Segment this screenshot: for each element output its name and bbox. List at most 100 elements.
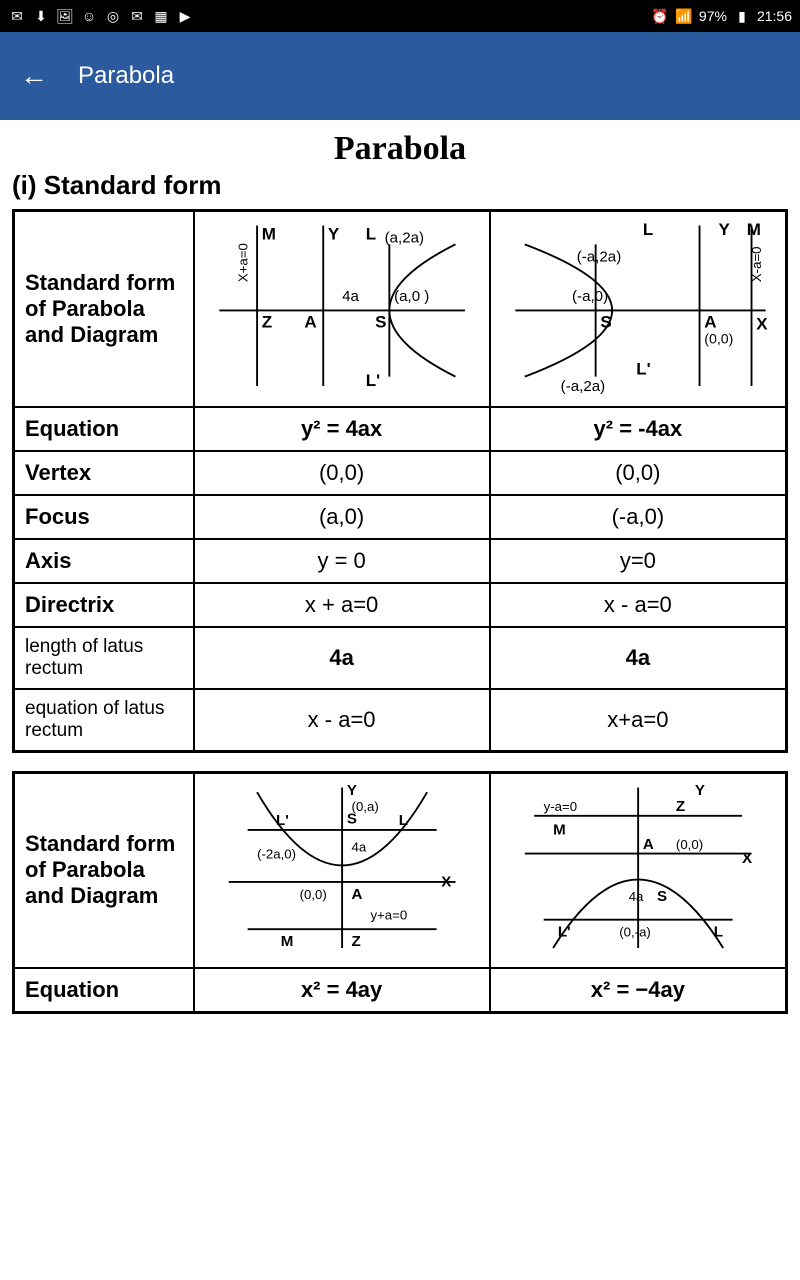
svg-text:M: M (747, 220, 761, 239)
cell2-eq2: x² = −4ay (490, 968, 787, 1013)
svg-text:L: L (643, 220, 653, 239)
android-status-bar: ✉ ⬇ 🖼 ☺ ◎ ✉ ▦ ▶ ⏰ 📶 97% ▮ 21:56 (0, 0, 800, 32)
row2-head-equation: Equation (14, 968, 194, 1013)
whatsapp-icon: ☺ (80, 7, 98, 25)
row-head-vertex: Vertex (14, 451, 194, 495)
svg-text:(a,2a): (a,2a) (384, 229, 423, 246)
svg-text:(-a,2a): (-a,2a) (560, 378, 605, 395)
svg-text:A: A (304, 312, 316, 331)
svg-text:Z: Z (676, 798, 685, 815)
apps-icon: ▦ (152, 7, 170, 25)
mail-icon: ✉ (8, 7, 26, 25)
svg-text:L: L (713, 923, 722, 940)
svg-text:y+a=0: y+a=0 (370, 907, 407, 922)
diagram-x2-4ay: Y (0,a) L' S L (-2a,0) 4a X (0,0) A y+a=… (194, 772, 490, 968)
cell2-eq1: x² = 4ay (194, 968, 490, 1013)
svg-text:y-a=0: y-a=0 (543, 799, 576, 814)
cell-eq1: y² = 4ax (194, 407, 490, 451)
svg-text:Y: Y (346, 782, 356, 799)
cell-latuseq1: x - a=0 (194, 689, 490, 752)
parabola-table-2: Standard form of Parabola and Diagram Y … (12, 771, 788, 1015)
svg-text:L': L' (636, 360, 650, 379)
cell-vertex2: (0,0) (490, 451, 787, 495)
cell-latuseq2: x+a=0 (490, 689, 787, 752)
svg-text:A: A (643, 835, 654, 852)
section-label: (i) Standard form (12, 170, 788, 201)
page-title: Parabola (12, 130, 788, 168)
row-head-latus-eq: equation of latus rectum (14, 689, 194, 752)
svg-text:S: S (375, 312, 386, 331)
app-bar: ← Parabola (0, 32, 800, 120)
status-icons-left: ✉ ⬇ 🖼 ☺ ◎ ✉ ▦ ▶ (8, 7, 194, 25)
svg-text:M: M (261, 225, 275, 244)
svg-text:4a: 4a (628, 888, 643, 903)
svg-text:S: S (657, 887, 667, 904)
svg-text:4a: 4a (351, 839, 366, 854)
svg-text:Z: Z (261, 312, 271, 331)
row2-head-diagram: Standard form of Parabola and Diagram (14, 772, 194, 968)
row-head-equation: Equation (14, 407, 194, 451)
svg-text:X: X (742, 850, 752, 867)
svg-text:L': L' (275, 812, 288, 829)
mail2-icon: ✉ (128, 7, 146, 25)
svg-text:L': L' (365, 371, 379, 390)
alarm-icon: ⏰ (651, 7, 669, 25)
image-icon: 🖼 (56, 7, 74, 25)
svg-text:(0,-a): (0,-a) (619, 924, 651, 939)
cell-directrix2: x - a=0 (490, 583, 787, 627)
svg-text:(a,0 ): (a,0 ) (394, 288, 429, 305)
diagram-y2-minus4ax: L Y M (-a,2a) (-a,0) S A X (0,0) (-a,2a)… (490, 211, 787, 407)
row-head-axis: Axis (14, 539, 194, 583)
row-head-diagram: Standard form of Parabola and Diagram (14, 211, 194, 407)
svg-text:L': L' (558, 923, 571, 940)
svg-text:Y: Y (327, 225, 339, 244)
svg-text:(0,0): (0,0) (676, 836, 703, 851)
cell-latuslen2: 4a (490, 627, 787, 689)
svg-text:L: L (365, 225, 375, 244)
cell-eq2: y² = -4ax (490, 407, 787, 451)
battery-icon: ▮ (733, 7, 751, 25)
svg-text:(0,0): (0,0) (704, 332, 733, 348)
status-time: 21:56 (757, 8, 792, 24)
cell-focus1: (a,0) (194, 495, 490, 539)
svg-text:X-a=0: X-a=0 (749, 246, 764, 282)
parabola-table-1: Standard form of Parabola and Diagram M … (12, 209, 788, 753)
row-head-latus-len: length of latus rectum (14, 627, 194, 689)
cell-vertex1: (0,0) (194, 451, 490, 495)
download-icon: ⬇ (32, 7, 50, 25)
cell-axis2: y=0 (490, 539, 787, 583)
svg-text:L: L (398, 812, 407, 829)
svg-text:(0,0): (0,0) (299, 886, 326, 901)
svg-text:X+a=0: X+a=0 (235, 243, 250, 282)
app-bar-title: Parabola (78, 62, 174, 90)
svg-text:(-a,2a): (-a,2a) (576, 248, 621, 265)
svg-text:M: M (280, 933, 293, 950)
svg-text:Y: Y (718, 220, 730, 239)
content-area[interactable]: Parabola (i) Standard form Standard form… (0, 120, 800, 1042)
cell-latuslen1: 4a (194, 627, 490, 689)
svg-text:A: A (704, 312, 716, 331)
target-icon: ◎ (104, 7, 122, 25)
svg-text:(-a,0): (-a,0) (572, 288, 608, 305)
diagram-x2-minus4ay: Y y-a=0 Z M A (0,0) X 4a S L' (0,-a) L (490, 772, 787, 968)
cell-directrix1: x + a=0 (194, 583, 490, 627)
battery-percent: 97% (699, 8, 727, 24)
diagram-y2-4ax: M Y L (a,2a) 4a (a,0 ) Z A S L' X+a=0 (194, 211, 490, 407)
row-head-directrix: Directrix (14, 583, 194, 627)
status-icons-right: ⏰ 📶 97% ▮ 21:56 (651, 7, 792, 25)
row-head-focus: Focus (14, 495, 194, 539)
svg-text:M: M (553, 821, 566, 838)
svg-text:A: A (351, 885, 362, 902)
signal-icon: 📶 (675, 7, 693, 25)
svg-text:4a: 4a (342, 288, 359, 305)
cell-focus2: (-a,0) (490, 495, 787, 539)
cell-axis1: y = 0 (194, 539, 490, 583)
svg-text:X: X (441, 873, 451, 890)
svg-text:Z: Z (351, 933, 360, 950)
svg-text:S: S (600, 312, 611, 331)
back-button[interactable]: ← (20, 60, 48, 92)
youtube-icon: ▶ (176, 7, 194, 25)
svg-text:X: X (756, 314, 768, 333)
svg-text:(-2a,0): (-2a,0) (257, 846, 296, 861)
svg-text:Y: Y (695, 782, 705, 799)
